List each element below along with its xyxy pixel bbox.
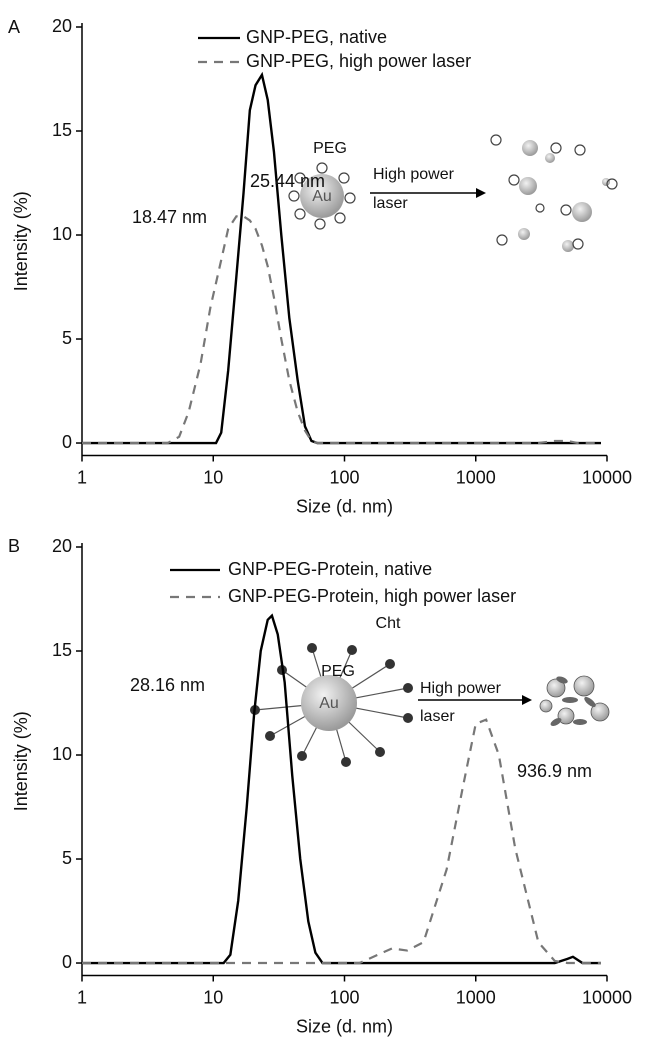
y-tick-label: 15	[52, 120, 72, 140]
inset-shell-label: PEG	[313, 140, 347, 157]
y-tick-label: 10	[52, 224, 72, 244]
series-line	[82, 718, 601, 965]
x-tick-label: 10000	[582, 987, 632, 1007]
y-tick-label: 10	[52, 744, 72, 764]
inset-arrow-label: High power	[420, 680, 502, 697]
inset-core-label: Au	[312, 188, 332, 205]
y-tick-label: 20	[52, 16, 72, 36]
series-line	[82, 71, 601, 445]
inset-shell-label: PEG	[321, 663, 355, 680]
y-tick-label: 20	[52, 536, 72, 556]
inset-core-label: Au	[319, 695, 339, 712]
x-axis-label: Size (d. nm)	[296, 1016, 393, 1036]
x-tick-label: 10	[203, 987, 223, 1007]
y-tick-label: 5	[62, 328, 72, 348]
y-axis-label: Intensity (%)	[11, 711, 31, 811]
peak-annotation: 936.9 nm	[517, 761, 592, 781]
x-tick-label: 1000	[456, 987, 496, 1007]
y-tick-label: 5	[62, 848, 72, 868]
legend-label: GNP-PEG-Protein, native	[228, 559, 432, 579]
y-axis-label: Intensity (%)	[11, 191, 31, 291]
x-axis-label: Size (d. nm)	[296, 496, 393, 516]
panel-label: B	[8, 536, 20, 556]
series-line	[82, 215, 601, 445]
peak-annotation: 25.44 nm	[250, 171, 325, 191]
inset-arrow-label: laser	[373, 195, 408, 212]
y-tick-label: 15	[52, 640, 72, 660]
x-tick-label: 1	[77, 987, 87, 1007]
legend-label: GNP-PEG, high power laser	[246, 51, 471, 71]
gold-core	[300, 174, 344, 218]
y-tick-label: 0	[62, 432, 72, 452]
legend-label: GNP-PEG-Protein, high power laser	[228, 586, 516, 606]
x-tick-label: 100	[329, 987, 359, 1007]
x-tick-label: 1000	[456, 467, 496, 487]
inset-arrow-label: High power	[373, 166, 455, 183]
inset-a: PEG Au High power laser	[288, 134, 618, 252]
peak-annotation: 28.16 nm	[130, 675, 205, 695]
gold-core	[301, 675, 357, 731]
x-tick-label: 100	[329, 467, 359, 487]
inset-ligand-label: Cht	[376, 615, 401, 632]
x-tick-label: 1	[77, 467, 87, 487]
inset-arrow-label: laser	[420, 708, 455, 725]
x-tick-label: 10000	[582, 467, 632, 487]
inset-b: Cht PEG Au High power laser	[250, 615, 610, 767]
panel-label: A	[8, 17, 20, 37]
x-tick-label: 10	[203, 467, 223, 487]
peak-annotation: 18.47 nm	[132, 207, 207, 227]
legend-label: GNP-PEG, native	[246, 27, 387, 47]
y-tick-label: 0	[62, 952, 72, 972]
